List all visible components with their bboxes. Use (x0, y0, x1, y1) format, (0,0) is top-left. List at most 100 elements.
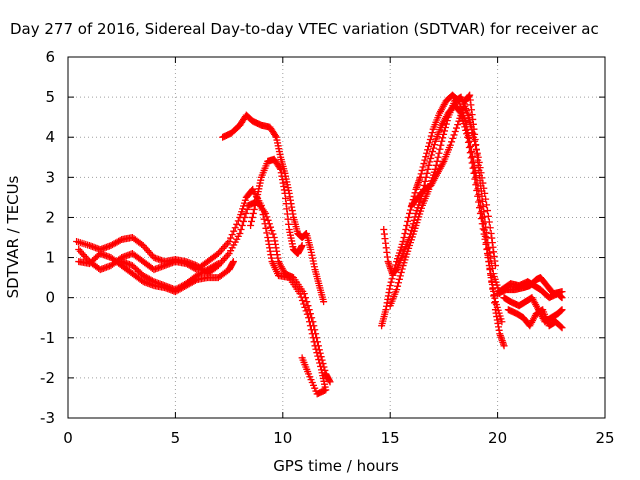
data-point (404, 217, 412, 225)
data-point (467, 154, 475, 162)
data-point (469, 164, 477, 172)
data-point (386, 282, 394, 290)
data-point (315, 356, 323, 364)
data-point (228, 231, 236, 239)
data-point (449, 134, 457, 142)
data-point (148, 277, 156, 285)
data-point (461, 123, 469, 131)
data-point (424, 165, 432, 173)
data-point (557, 323, 565, 331)
data-point (472, 181, 480, 189)
data-point (422, 173, 430, 181)
data-point (260, 215, 268, 223)
data-point (470, 169, 478, 177)
data-point (320, 298, 328, 306)
data-point (448, 138, 456, 146)
y-tick-label: 0 (45, 289, 55, 307)
x-tick-label: 15 (381, 429, 400, 447)
x-tick-label: 25 (595, 429, 614, 447)
y-tick-label: -1 (40, 329, 55, 347)
data-point (305, 318, 313, 326)
y-tick-label: 2 (45, 208, 55, 226)
data-point (268, 227, 276, 235)
data-point (429, 144, 437, 152)
data-point (446, 141, 454, 149)
data-point (387, 278, 395, 286)
data-point (314, 352, 322, 360)
data-point (229, 258, 237, 266)
data-point (428, 129, 436, 137)
data-point (394, 279, 402, 287)
data-point (301, 303, 309, 311)
data-point (305, 306, 313, 314)
y-tick-label: 3 (45, 168, 55, 186)
data-point (467, 142, 475, 150)
grid (68, 57, 605, 418)
data-point (252, 197, 260, 205)
data-point (426, 158, 434, 166)
data-point (311, 342, 319, 350)
data-point (298, 242, 306, 250)
data-point (231, 224, 239, 232)
data-point (441, 123, 449, 131)
data-point (214, 260, 222, 268)
y-tick-label: 5 (45, 88, 55, 106)
data-point (267, 223, 275, 231)
data-point (438, 137, 446, 145)
data-point (250, 205, 258, 213)
y-tick-label: -3 (40, 409, 55, 427)
data-point (313, 349, 321, 357)
data-series (408, 91, 504, 298)
data-point (394, 282, 402, 290)
data-point (116, 236, 124, 244)
data-point (406, 209, 414, 217)
data-point (238, 221, 246, 229)
data-point (462, 126, 470, 134)
data-point (258, 206, 266, 214)
data-point (397, 268, 405, 276)
data-point (463, 130, 471, 138)
data-point (234, 217, 242, 225)
data-point (488, 264, 496, 272)
data-point (309, 334, 317, 342)
data-point (428, 151, 436, 159)
data-point (236, 229, 244, 237)
data-point (468, 159, 476, 167)
axis-ticks: 0 5 10 15 20 25 -3 -2 -1 0 1 2 3 4 5 6 (40, 48, 615, 447)
data-point (424, 146, 432, 154)
data-point (425, 161, 433, 169)
y-tick-label: -2 (40, 369, 55, 387)
x-tick-label: 5 (171, 429, 181, 447)
data-point (269, 230, 277, 238)
data-point (316, 359, 324, 367)
data-point (242, 209, 250, 217)
data-point (423, 149, 431, 157)
data-point (395, 275, 403, 283)
data-point (308, 330, 316, 338)
data-point (429, 148, 437, 156)
data-point (439, 134, 447, 142)
data-point (483, 234, 491, 241)
data-point (483, 207, 491, 215)
data-point (233, 220, 241, 228)
data-point (276, 164, 284, 172)
data-point (393, 286, 401, 294)
data-point (271, 132, 279, 140)
data-point (442, 120, 450, 128)
data-point (498, 318, 506, 326)
data-point (485, 244, 493, 252)
data-point (466, 149, 474, 157)
data-point (436, 145, 444, 153)
data-point (421, 156, 429, 164)
data-point (433, 157, 441, 165)
data-series (504, 306, 566, 332)
data-point (264, 216, 272, 224)
y-tick-label: 1 (45, 249, 55, 267)
data-point (483, 201, 491, 209)
data-point (486, 249, 494, 257)
data-point (406, 206, 414, 214)
data-point (471, 175, 479, 183)
x-tick-label: 0 (63, 429, 73, 447)
data-point (261, 220, 269, 228)
